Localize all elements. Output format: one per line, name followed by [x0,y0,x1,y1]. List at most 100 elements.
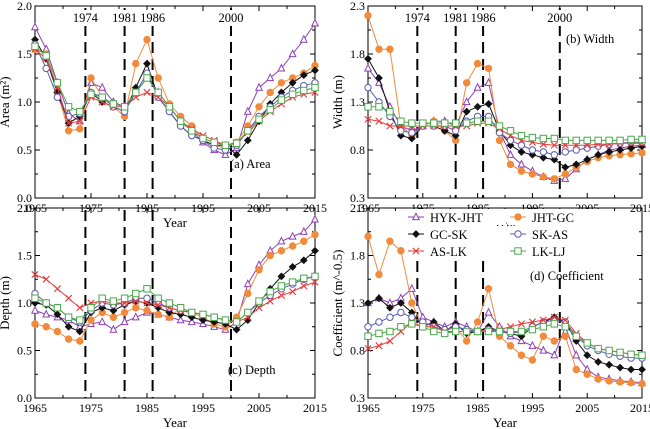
data-point-shape [277,63,286,72]
data-point [572,136,580,145]
data-point [462,337,471,345]
data-point [76,304,84,312]
data-point [210,138,218,147]
data-point-shape [364,345,372,353]
data-point-shape [132,297,140,305]
data-point [375,45,383,53]
y-tick-label: 1.0 [17,95,32,109]
data-point [311,230,319,239]
data-point [76,125,84,133]
data-point-shape [605,360,614,369]
panel-2: 0.30.81.31.82.3196519751985199520052015Y… [330,0,650,230]
series-hyk-jht [363,63,647,184]
data-point-shape [165,299,174,307]
y-tick-label: 0.0 [17,191,32,205]
data-point [288,49,297,58]
data-point [176,117,185,125]
data-point [528,146,537,154]
data-point [605,136,613,145]
data-point [31,270,39,279]
data-point-shape [528,170,537,178]
legend-marker-shape [412,247,420,255]
data-point-shape [386,107,394,116]
data-point-shape [484,64,493,73]
data-point [53,79,62,87]
data-point [311,272,319,281]
data-point-shape [288,278,297,286]
data-point-shape [154,74,162,82]
data-point [550,151,559,159]
data-point-shape [75,327,84,336]
data-point [419,119,427,127]
data-point [188,127,196,135]
data-point-shape [277,96,286,104]
data-point-shape [594,357,603,366]
data-point-shape [561,136,569,145]
data-point-shape [495,122,504,130]
x-axis-title: Year [493,415,518,429]
data-point [550,320,559,328]
data-point-shape [143,74,151,82]
data-point [288,231,297,240]
series-as-lk [31,45,319,149]
data-point [616,146,624,154]
series-line [34,23,316,156]
data-point-shape [375,270,383,279]
data-point-shape [244,289,252,298]
data-point [311,246,319,255]
data-point-shape [288,262,297,271]
panel-1: 0.00.51.01.52.0196519751985199520052015Y… [0,0,327,230]
data-point-shape [583,155,592,164]
data-point [473,102,482,111]
data-point-shape [53,79,62,87]
series-hyk-jht [30,214,320,333]
data-point [605,360,614,369]
data-point [143,74,151,82]
data-point-shape [277,282,286,290]
data-point [364,83,372,92]
year-label-bg [215,10,247,26]
data-point-shape [98,317,107,326]
data-point [539,316,547,324]
data-point [266,73,275,82]
data-point-shape [517,141,526,149]
data-point [539,332,548,340]
data-point [221,316,230,324]
data-point-shape [484,327,493,336]
data-point [31,294,39,302]
data-point-shape [583,370,591,378]
data-point [561,323,569,331]
data-point-shape [188,308,196,317]
data-point-shape [495,136,504,145]
data-point [430,119,438,127]
data-point-shape [462,97,471,106]
data-point-shape [473,327,482,336]
data-point [605,346,613,355]
legend-item-bg [508,226,608,242]
data-point-shape [430,119,438,127]
data-point [561,316,569,324]
y-axis-title: Width (m) [330,75,345,129]
data-point [266,287,274,296]
data-point-shape [255,304,263,312]
data-point [64,322,73,331]
data-point-shape [441,119,449,127]
series-gc-sk [31,246,319,336]
data-point [583,136,591,145]
y-tick-label: 1.5 [17,47,32,61]
y-tick-label: 2.0 [17,201,32,215]
data-point [221,149,230,158]
data-point-shape [386,237,394,245]
data-point [462,79,471,87]
data-point [572,332,580,340]
x-tick-label: 1975 [411,401,435,415]
data-point [419,323,427,331]
data-point [199,316,207,325]
data-point [638,351,646,359]
data-point [408,320,416,328]
data-point-shape [363,63,373,72]
data-point [572,350,581,359]
x-tick-label: 2005 [247,401,271,415]
data-point [441,119,449,127]
